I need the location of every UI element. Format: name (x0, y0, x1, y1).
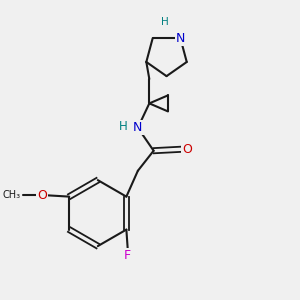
Text: H: H (161, 17, 169, 27)
Text: F: F (124, 249, 131, 262)
Text: N: N (176, 32, 185, 45)
Text: O: O (37, 189, 47, 202)
Text: H: H (119, 120, 128, 133)
Text: CH₃: CH₃ (2, 190, 20, 200)
Text: O: O (182, 143, 192, 156)
Text: N: N (133, 121, 142, 134)
